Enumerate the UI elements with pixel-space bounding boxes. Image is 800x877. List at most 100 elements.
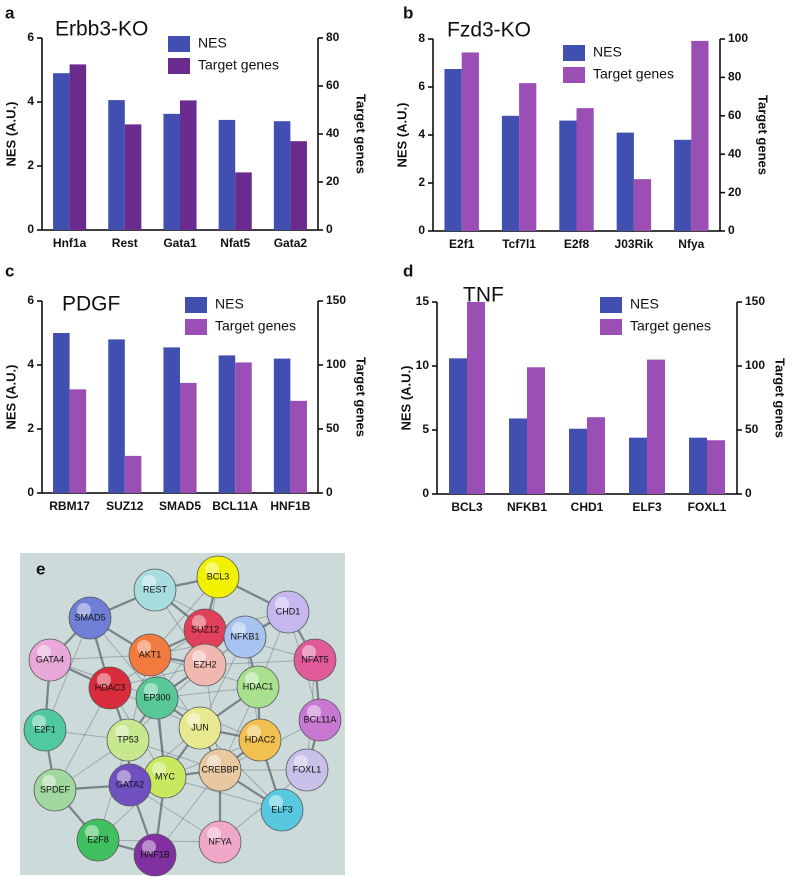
node-highlight [294,755,308,769]
y2-tick-label: 80 [326,30,340,44]
node-label: BCL11A [304,714,337,724]
node-label: SUZ12 [191,624,219,634]
x-tick-label: NFKB1 [507,500,547,514]
chart-title: PDGF [62,293,120,316]
bar [707,440,725,494]
bar [629,437,647,494]
network-node [133,833,177,877]
y-tick-label: 4 [418,127,425,141]
network-node [198,820,242,864]
node-highlight [77,603,91,617]
network-node [298,698,342,742]
y2-tick-label: 50 [326,421,340,435]
bar [180,100,197,231]
network-node [133,568,177,612]
legend-label: Target genes [630,318,711,334]
y-tick-label: 2 [27,158,34,172]
y2-tick-label: 80 [728,70,742,84]
node-highlight [142,575,156,589]
node-highlight [142,840,156,854]
node-label: MYC [155,771,176,781]
x-tick-label: Nfat5 [220,236,250,250]
node-label: SMAD5 [74,612,105,622]
node-label: BCL3 [207,571,230,581]
y-tick-label: 6 [418,79,425,93]
node-label: HNF1B [140,849,170,859]
x-tick-label: HNF1B [270,499,310,513]
x-tick-label: RBM17 [49,499,90,513]
y-tick-label: 4 [27,94,34,108]
network-node [128,633,172,677]
legend-swatch [185,319,207,335]
y2-tick-label: 100 [745,358,765,372]
node-highlight [37,645,51,659]
bar [108,339,125,493]
y-tick-label: 6 [27,293,34,307]
x-tick-label: FOXL1 [688,500,727,514]
bar [576,108,594,231]
bar [647,359,665,494]
node-highlight [187,713,201,727]
x-tick-label: Nfya [678,237,704,251]
chart-title: Erbb3-KO [55,18,148,41]
bar [69,64,87,231]
network-node [183,643,227,687]
node-highlight [192,650,206,664]
node-highlight [205,562,219,576]
node-highlight [247,725,261,739]
legend-label: NES [593,44,622,60]
y2-axis-label: Target genes [773,358,788,438]
legend-label: Target genes [593,66,674,82]
node-label: NFYA [208,836,231,846]
network-node [223,615,267,659]
y-tick-label: 0 [422,486,429,500]
network-node [106,718,150,762]
y2-tick-label: 100 [728,31,748,45]
bar [587,417,605,494]
node-highlight [232,622,246,636]
y2-tick-label: 150 [745,294,765,308]
bar [461,52,479,231]
bar [509,418,527,494]
node-highlight [42,775,56,789]
y2-tick-label: 0 [326,222,333,236]
node-highlight [302,645,316,659]
x-tick-label: E2f1 [449,237,475,251]
y-tick-label: 2 [27,421,34,435]
node-highlight [115,725,129,739]
panel-label: b [403,3,413,22]
bar [633,179,652,231]
bar [616,132,634,231]
x-tick-label: SMAD5 [159,499,201,513]
panel-label: c [5,261,14,280]
y-axis-label: NES (A.U.) [394,103,409,168]
bar [467,302,485,494]
y-axis-label: NES (A.U.) [3,365,18,430]
y2-axis-label: Target genes [354,94,369,174]
bar [124,124,142,230]
network-node [196,555,240,599]
y2-tick-label: 150 [326,293,346,307]
y-tick-label: 10 [416,358,430,372]
node-label: CHD1 [276,606,301,616]
y2-tick-label: 60 [326,78,340,92]
y2-tick-label: 20 [326,174,340,188]
bar [689,437,707,494]
bar [273,358,291,493]
legend-swatch [185,297,207,313]
bar [235,362,252,493]
node-label: GATA2 [116,779,144,789]
bar [163,113,180,230]
bar [290,400,307,493]
bar [559,120,577,231]
x-tick-label: CHD1 [571,500,604,514]
network-node [198,748,242,792]
node-highlight [192,615,206,629]
bar [290,141,307,230]
node-highlight [269,795,283,809]
node-label: E2F8 [87,834,109,844]
panel-label: e [36,559,45,578]
y2-axis-label: Target genes [354,357,369,437]
network-node [23,708,67,752]
